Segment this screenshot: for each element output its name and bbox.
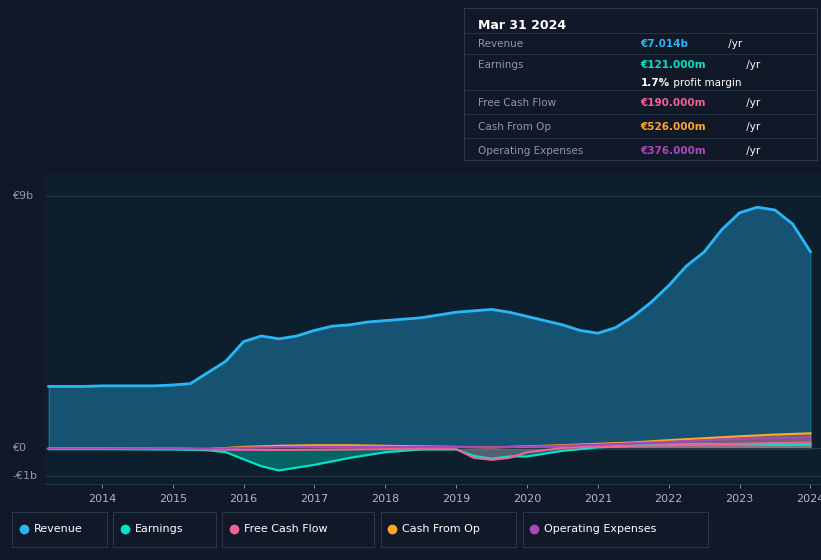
Text: €526.000m: €526.000m [640, 122, 706, 132]
Text: /yr: /yr [725, 39, 742, 49]
Text: profit margin: profit margin [671, 78, 742, 88]
Text: 1.7%: 1.7% [640, 78, 669, 88]
Text: Free Cash Flow: Free Cash Flow [478, 97, 556, 108]
Text: /yr: /yr [743, 122, 760, 132]
Text: €7.014b: €7.014b [640, 39, 688, 49]
Text: Earnings: Earnings [135, 524, 183, 534]
Text: /yr: /yr [743, 146, 760, 156]
Text: Cash From Op: Cash From Op [478, 122, 551, 132]
Text: Cash From Op: Cash From Op [402, 524, 480, 534]
Text: Revenue: Revenue [34, 524, 82, 534]
Text: -€1b: -€1b [12, 471, 37, 481]
Text: /yr: /yr [743, 97, 760, 108]
Text: Revenue: Revenue [478, 39, 523, 49]
Text: Operating Expenses: Operating Expenses [478, 146, 583, 156]
Text: Free Cash Flow: Free Cash Flow [244, 524, 328, 534]
Text: Mar 31 2024: Mar 31 2024 [478, 19, 566, 32]
Text: Earnings: Earnings [478, 60, 524, 70]
Text: €190.000m: €190.000m [640, 97, 706, 108]
Text: /yr: /yr [743, 60, 760, 70]
Text: €0: €0 [12, 443, 26, 453]
Text: €9b: €9b [12, 191, 34, 201]
Text: Operating Expenses: Operating Expenses [544, 524, 657, 534]
Text: €121.000m: €121.000m [640, 60, 706, 70]
Text: €376.000m: €376.000m [640, 146, 706, 156]
